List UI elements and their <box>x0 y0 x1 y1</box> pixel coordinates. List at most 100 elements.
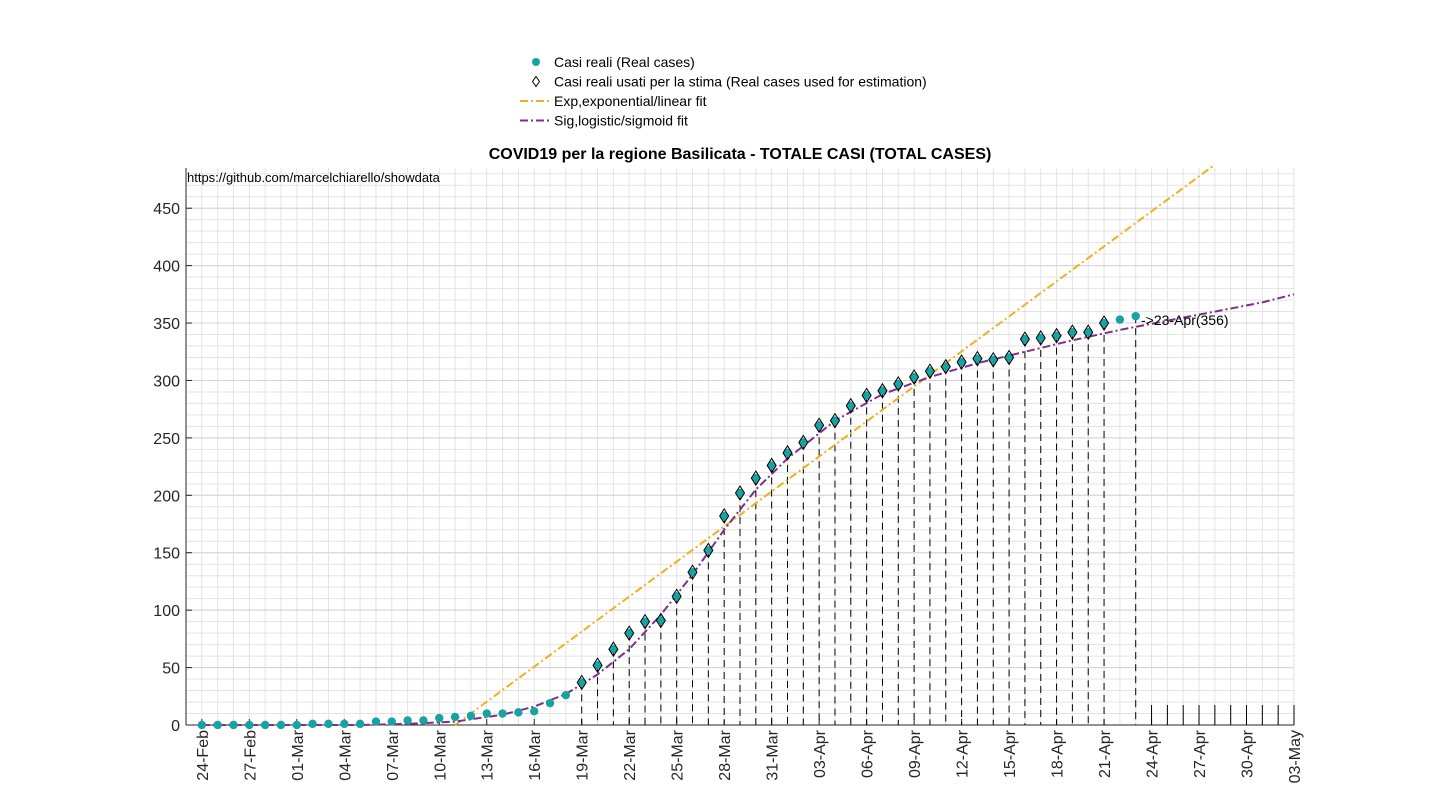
estimation-point <box>639 613 651 630</box>
estimation-point <box>1083 324 1094 341</box>
x-tick-label: 27-Apr <box>1192 729 1209 778</box>
real-case-point <box>514 708 523 717</box>
real-case-point <box>260 720 270 730</box>
estimation-point <box>956 354 967 371</box>
real-case-point <box>735 488 745 498</box>
estimation-point <box>734 485 746 501</box>
real-case-point <box>245 720 254 730</box>
x-tick-label: 19-Mar <box>575 729 592 780</box>
legend-label: Casi reali (Real cases) <box>554 54 695 70</box>
estimation-point <box>814 417 825 434</box>
estimation-point <box>1035 330 1046 346</box>
real-case-point <box>625 628 634 638</box>
estimation-point <box>1098 315 1110 331</box>
real-case-point <box>688 568 697 577</box>
y-tick-label: 400 <box>153 259 180 276</box>
estimation-point <box>940 358 951 375</box>
estimation-point <box>703 542 714 559</box>
x-tick-label: 13-Mar <box>480 729 497 780</box>
real-case-point <box>530 707 539 716</box>
estimation-point <box>972 350 983 367</box>
real-case-point <box>387 717 396 726</box>
real-case-point <box>355 719 365 729</box>
estimation-point <box>924 363 936 380</box>
data-points <box>197 311 1140 730</box>
estimation-point <box>592 657 603 674</box>
estimation-point <box>671 588 682 605</box>
x-tick-label: 24-Apr <box>1145 729 1162 778</box>
x-tick-label: 09-Apr <box>907 729 924 778</box>
real-case-point <box>862 391 871 400</box>
estimation-point <box>877 382 888 399</box>
real-case-point <box>909 372 919 382</box>
real-case-point <box>403 716 412 725</box>
real-case-point <box>814 421 824 430</box>
estimation-point <box>1067 324 1078 341</box>
x-tick-label: 03-May <box>1287 730 1304 783</box>
y-tick-label: 0 <box>171 718 180 735</box>
legend: Casi reali (Real cases) Casi reali usati … <box>520 54 927 129</box>
x-tick-label: 04-Mar <box>337 729 354 780</box>
real-case-point <box>229 720 238 730</box>
x-tick-label: 01-Mar <box>290 729 307 780</box>
estimation-point <box>909 369 920 385</box>
x-tick-label: 10-Mar <box>432 729 449 780</box>
real-case-point <box>1004 353 1014 362</box>
x-tick-label: 28-Mar <box>717 729 734 780</box>
real-case-point <box>197 720 207 730</box>
real-case-point <box>324 719 333 729</box>
real-case-point <box>371 717 381 726</box>
real-case-point <box>292 720 301 730</box>
last-value-annotation: ->23-Apr(356) <box>1141 312 1229 328</box>
real-case-point <box>561 690 571 700</box>
real-case-point <box>1115 315 1125 324</box>
real-case-point <box>577 678 586 687</box>
real-case-point <box>1036 333 1045 343</box>
estimation-point <box>1051 327 1062 344</box>
x-tick-label: 06-Apr <box>860 729 877 778</box>
real-case-point <box>894 379 903 389</box>
real-case-point <box>799 438 808 447</box>
estimation-point <box>798 434 809 451</box>
x-tick-label: 27-Feb <box>242 730 259 781</box>
x-tick-label: 21-Apr <box>1097 729 1114 778</box>
real-case-point <box>783 448 792 458</box>
legend-marker-diamond <box>531 75 541 88</box>
real-case-point <box>941 362 950 371</box>
fit-lines <box>201 163 1295 726</box>
real-case-point <box>989 355 998 364</box>
estimation-point <box>829 412 841 429</box>
real-case-point <box>640 617 650 626</box>
real-case-point <box>704 546 713 555</box>
y-tick-label: 200 <box>153 488 180 505</box>
x-tick-label: 15-Apr <box>1002 729 1019 778</box>
estimation-point <box>782 444 793 461</box>
real-case-point <box>656 616 666 625</box>
exp-fit-line <box>454 163 1216 726</box>
axes: 0 50 100 150 200 250 300 350 400 450 24-Feb 27-Feb 0… <box>153 168 1304 783</box>
legend-label: Sig,logistic/sigmoid fit <box>554 113 688 129</box>
estimation-point <box>861 387 872 404</box>
estimation-point <box>576 674 587 691</box>
y-tick-label: 300 <box>153 373 180 390</box>
estimation-point <box>719 508 730 524</box>
source-url: https://github.com/marcelchiarello/showd… <box>187 170 441 185</box>
real-case-point <box>751 473 761 483</box>
estimation-point <box>1003 349 1015 366</box>
real-case-point <box>878 386 887 395</box>
estimation-point <box>766 457 777 474</box>
real-case-point <box>1084 328 1093 337</box>
y-tick-label: 150 <box>153 546 180 563</box>
x-tick-label: 16-Mar <box>527 729 544 780</box>
y-tick-label: 450 <box>153 201 180 218</box>
real-case-point <box>482 709 491 718</box>
x-tick-label: 03-Apr <box>812 729 829 778</box>
real-case-point <box>276 720 286 730</box>
real-case-point <box>609 645 618 654</box>
real-case-point <box>767 461 776 470</box>
x-tick-label: 07-Mar <box>385 729 402 780</box>
real-case-point <box>1068 328 1077 337</box>
real-case-point <box>340 719 349 729</box>
estimation-point <box>655 612 666 629</box>
real-case-point <box>498 709 507 718</box>
